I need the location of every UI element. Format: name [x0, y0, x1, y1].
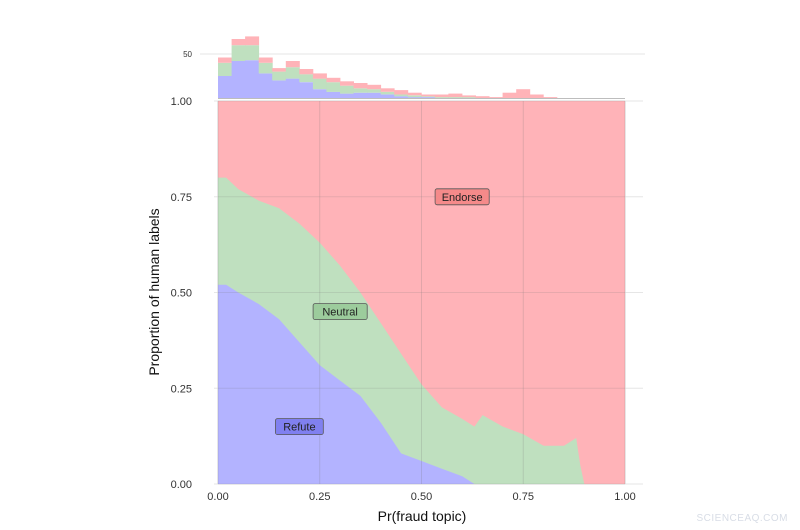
- histogram-bar-endorse: [516, 89, 531, 98]
- histogram-bar-neutral: [367, 89, 382, 93]
- histogram-y-ticks: 50: [183, 50, 192, 59]
- histogram-bar-endorse: [353, 83, 368, 89]
- area-label-box: [312, 303, 368, 321]
- histogram-bar-refute: [340, 93, 354, 98]
- histogram-bar-endorse: [312, 73, 327, 79]
- x-tick-label: 0.25: [309, 491, 330, 503]
- histogram-bar-endorse: [407, 92, 422, 96]
- y-axis-ticks: 0.00 0.25 0.50 0.75 1.00: [171, 96, 192, 491]
- histogram-bar-neutral: [448, 97, 463, 98]
- histogram-bar-refute: [353, 92, 368, 98]
- histogram-bar-refute: [394, 96, 409, 98]
- histogram-bar-refute: [231, 61, 246, 98]
- histogram-bar-refute: [326, 91, 341, 98]
- y-axis-title: Proportion of human labels: [146, 208, 162, 375]
- histogram-bar-endorse: [462, 95, 476, 98]
- histogram-bar-endorse: [326, 77, 341, 83]
- histogram-bar-neutral: [299, 74, 314, 83]
- histogram-bar-endorse: [218, 57, 232, 63]
- histogram-bar-neutral: [434, 97, 449, 98]
- area-label-box: [275, 418, 324, 436]
- y-tick-label: 0.25: [171, 383, 192, 395]
- area-label-box: [434, 188, 490, 206]
- histogram-bar-endorse: [394, 90, 409, 95]
- x-axis-ticks: 0.00 0.25 0.50 0.75 1.00: [207, 491, 635, 503]
- y-tick-label: 0.75: [171, 192, 192, 204]
- histogram-bar-neutral: [394, 94, 409, 97]
- histogram-bar-refute: [272, 80, 287, 98]
- histogram-bar-endorse: [448, 93, 463, 98]
- area-label-endorse: Endorse: [442, 192, 483, 204]
- histogram-bar-refute: [245, 60, 260, 98]
- histogram-bar-neutral: [231, 45, 246, 61]
- histogram-bar-neutral: [326, 82, 341, 92]
- histogram-bar-refute: [258, 73, 273, 98]
- histogram-bar-endorse: [340, 81, 354, 86]
- y-tick-label: 1.00: [171, 96, 192, 108]
- histogram: [200, 36, 645, 99]
- histogram-bar-neutral: [312, 78, 327, 90]
- histogram-bar-refute: [421, 97, 436, 98]
- histogram-bar-endorse: [502, 92, 517, 98]
- x-tick-label: 0.00: [207, 491, 228, 503]
- histogram-bar-endorse: [434, 94, 449, 98]
- histogram-bar-endorse: [475, 96, 490, 98]
- histogram-bar-endorse: [245, 36, 260, 46]
- area-labels: Endorse Neutral Refute: [275, 188, 490, 436]
- x-tick-label: 0.50: [411, 491, 432, 503]
- histogram-bar-refute: [218, 76, 232, 98]
- x-tick-label: 1.00: [614, 491, 635, 503]
- histogram-bar-endorse: [272, 68, 287, 72]
- y-tick-label: 0.00: [171, 479, 192, 491]
- histogram-y-tick-label: 50: [183, 50, 192, 59]
- histogram-bar-endorse: [489, 97, 504, 98]
- histogram-bar-endorse: [299, 69, 314, 75]
- histogram-bar-endorse: [285, 61, 300, 68]
- area-label-neutral: Neutral: [322, 307, 357, 319]
- histogram-bar-neutral: [462, 97, 476, 98]
- x-tick-label: 0.75: [513, 491, 534, 503]
- histogram-bar-endorse: [529, 94, 544, 98]
- histogram-bar-neutral: [353, 88, 368, 93]
- watermark: SCIENCEAQ.COM: [696, 513, 788, 524]
- x-axis-title: Pr(fraud topic): [378, 508, 467, 524]
- histogram-bar-endorse: [380, 88, 395, 92]
- histogram-bar-refute: [299, 82, 314, 98]
- histogram-bar-neutral: [272, 71, 287, 81]
- histogram-bar-endorse: [231, 39, 246, 46]
- histogram-bar-neutral: [218, 62, 232, 76]
- histogram-bar-refute: [380, 94, 395, 98]
- histogram-bar-refute: [312, 89, 327, 98]
- histogram-bar-endorse: [421, 94, 436, 97]
- main-gridlines-overlay: [217, 100, 626, 485]
- histogram-bar-neutral: [245, 45, 260, 61]
- histogram-bar-endorse: [543, 97, 558, 98]
- y-tick-label: 0.50: [171, 288, 192, 300]
- area-label-refute: Refute: [283, 422, 315, 434]
- histogram-bar-neutral: [421, 96, 436, 98]
- histogram-bar-neutral: [380, 91, 395, 95]
- histogram-bar-refute: [285, 78, 300, 98]
- histogram-bar-refute: [367, 92, 382, 98]
- histogram-bar-neutral: [407, 95, 422, 98]
- histogram-bar-neutral: [285, 67, 300, 79]
- histogram-bar-refute: [407, 97, 422, 98]
- histogram-bar-endorse: [258, 57, 273, 63]
- histogram-bar-neutral: [258, 62, 273, 74]
- histogram-bar-neutral: [340, 85, 354, 94]
- histogram-bar-endorse: [367, 84, 382, 90]
